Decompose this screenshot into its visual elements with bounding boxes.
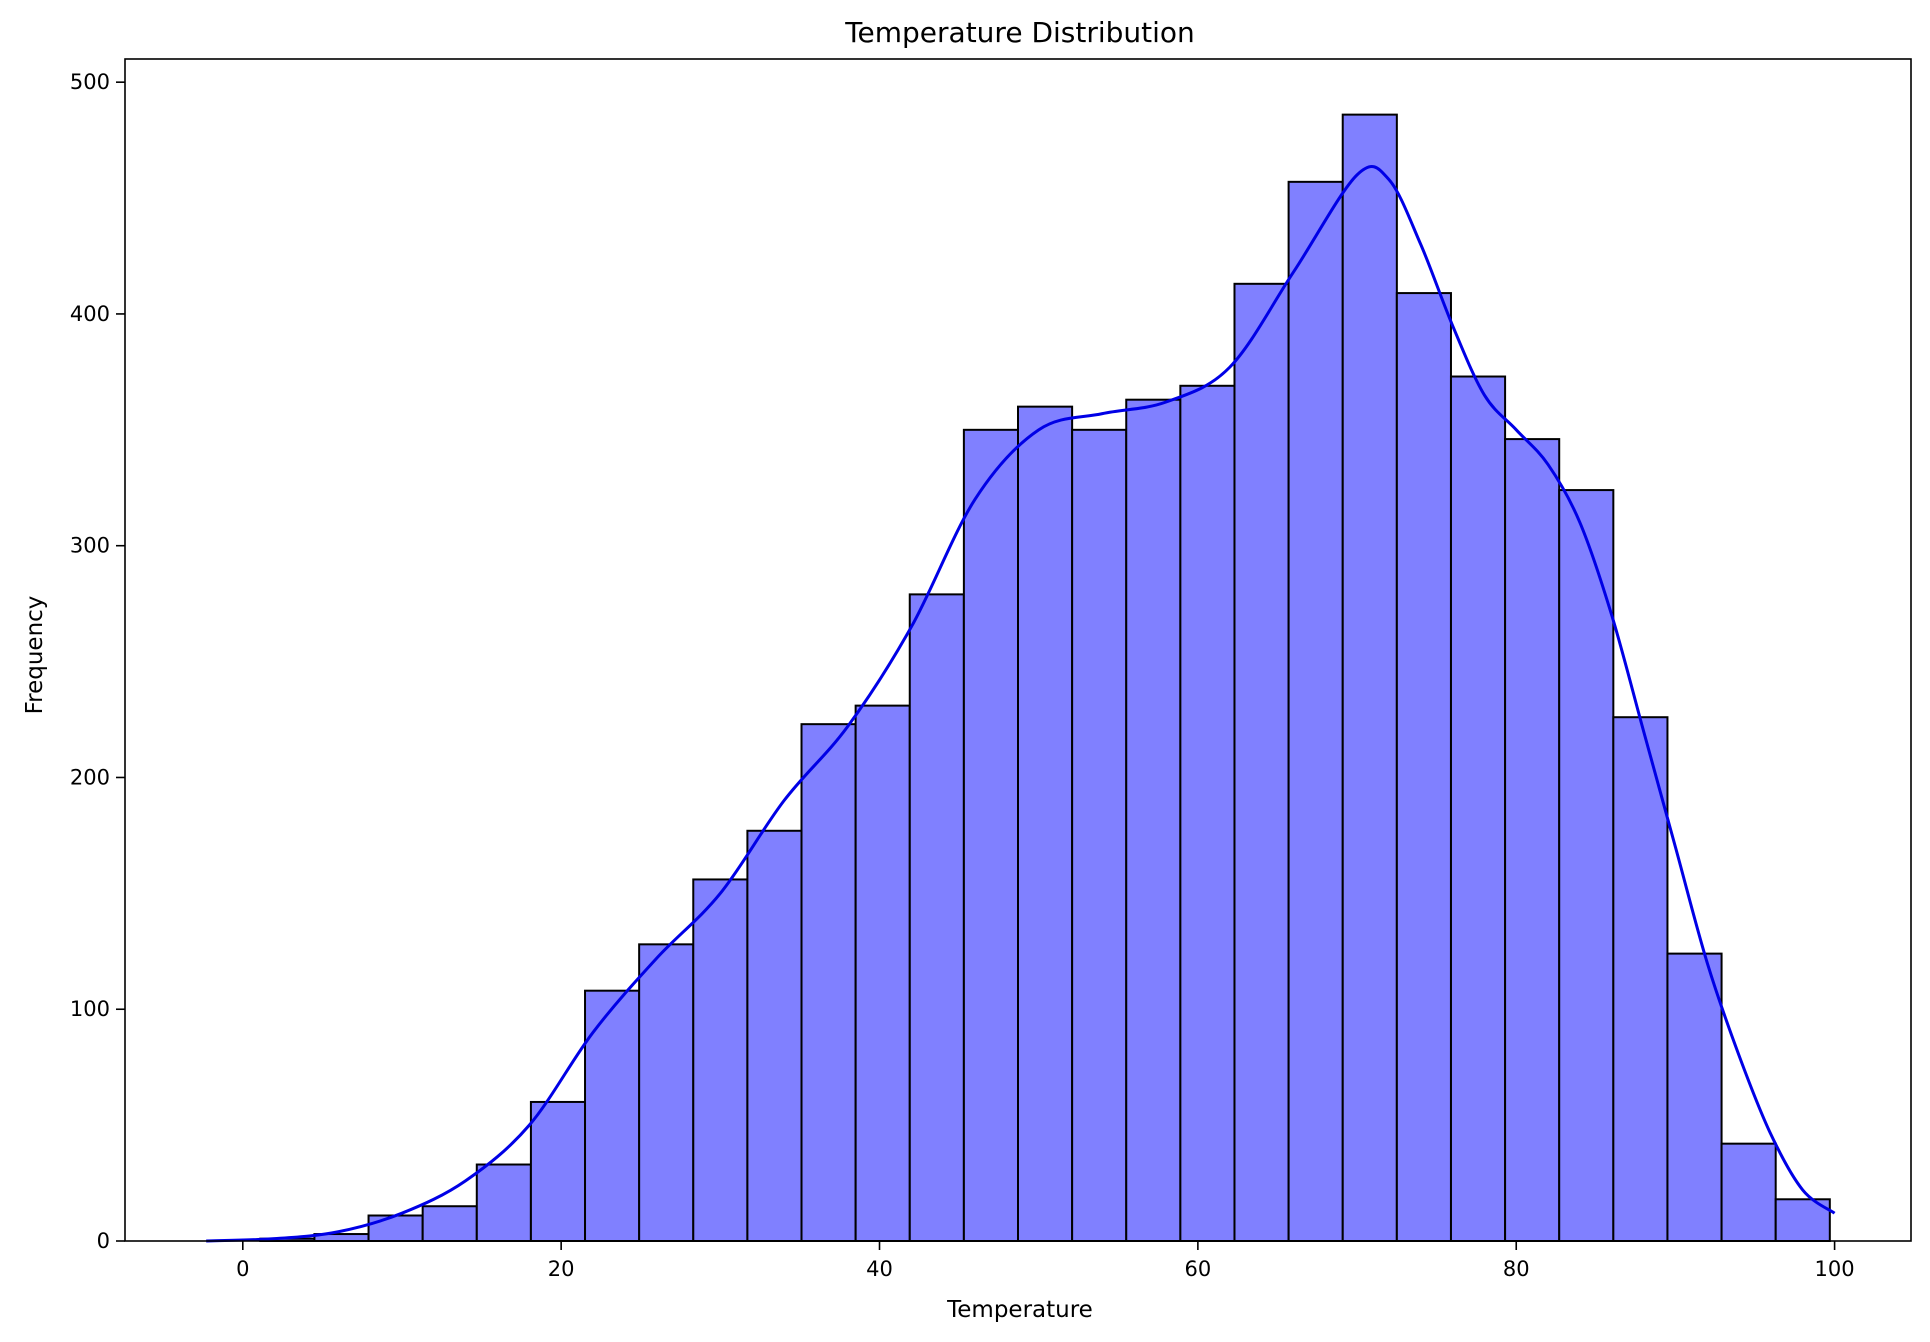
histogram-bar	[962, 428, 1019, 1242]
histogram-bar	[475, 1163, 532, 1243]
kde-line	[206, 165, 1836, 1243]
y-tick-label: 400	[70, 302, 110, 326]
plot-frame	[124, 58, 1912, 1242]
x-tick-label: 20	[548, 1257, 575, 1281]
y-tick-label: 300	[70, 534, 110, 558]
histogram-bar	[746, 829, 803, 1243]
x-tick-label: 60	[1185, 1257, 1212, 1281]
histogram-bar	[1125, 398, 1182, 1243]
histogram-bar	[1395, 292, 1452, 1243]
histogram-bar	[1449, 375, 1507, 1242]
histogram-bar	[1341, 113, 1398, 1242]
y-tick-label: 100	[70, 997, 110, 1021]
histogram-bar	[692, 878, 749, 1243]
histogram-bar	[367, 1214, 424, 1242]
axes-group: 0 20 40 60 80 100 0 100 200 300 400 500	[70, 58, 1912, 1281]
bars-group	[259, 113, 1831, 1243]
histogram-bar	[1720, 1142, 1777, 1242]
histogram-bar	[529, 1100, 587, 1242]
histogram-bar	[800, 723, 857, 1242]
kde-group	[206, 165, 1836, 1243]
y-tick-label: 200	[70, 765, 110, 789]
histogram-bar	[1179, 384, 1236, 1243]
histogram-bar	[1558, 489, 1615, 1243]
histogram-bar	[1666, 952, 1723, 1242]
histogram-bar	[421, 1205, 478, 1243]
x-tick-label: 0	[236, 1257, 249, 1281]
histogram-bar	[1612, 716, 1669, 1242]
histogram-bar	[854, 704, 911, 1242]
histogram-bar	[1017, 405, 1074, 1243]
y-tick-label: 0	[97, 1229, 110, 1253]
histogram-bar	[908, 593, 965, 1242]
histogram-bar	[584, 989, 641, 1242]
histogram-bar	[1233, 282, 1290, 1242]
chart-title: Temperature Distribution	[844, 16, 1195, 49]
y-axis-label: Frequency	[22, 596, 48, 715]
histogram-bar	[1287, 180, 1344, 1242]
x-axis-label: Temperature	[946, 1297, 1093, 1323]
histogram-bar	[1504, 438, 1561, 1242]
histogram-bar	[638, 943, 695, 1242]
y-tick-label: 500	[70, 70, 110, 94]
histogram-bar	[1071, 428, 1128, 1242]
x-tick-label: 80	[1503, 1257, 1530, 1281]
x-tick-label: 100	[1815, 1257, 1855, 1281]
x-tick-label: 40	[866, 1257, 893, 1281]
